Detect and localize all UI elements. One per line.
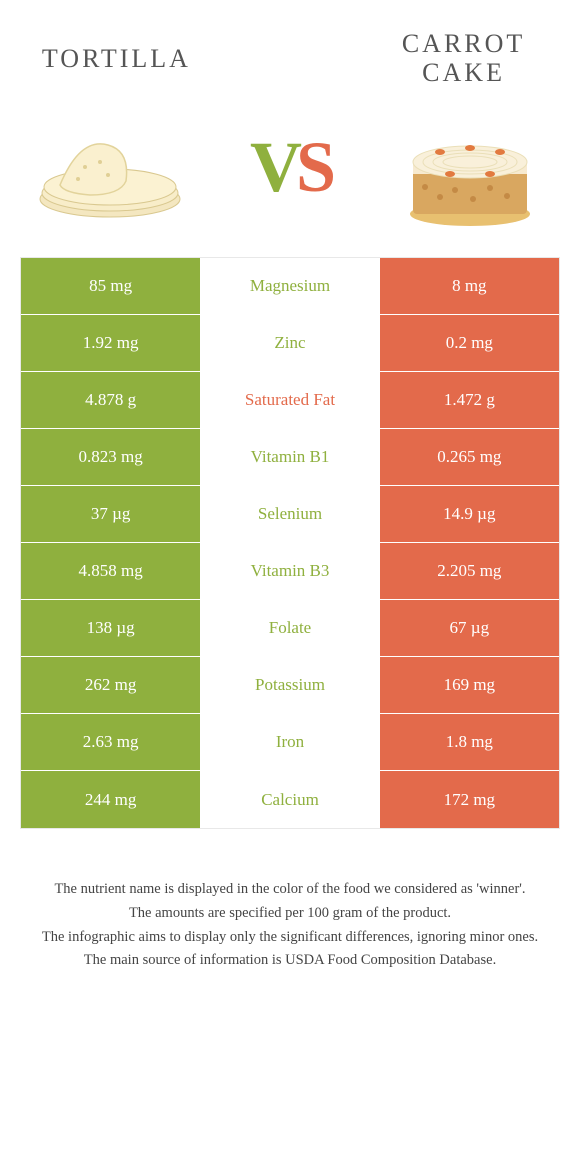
left-food-title: TORTILLA xyxy=(20,30,213,74)
left-value: 138 µg xyxy=(21,600,200,656)
footnote-line: The amounts are specified per 100 gram o… xyxy=(30,903,550,925)
nutrient-row: 85 mgMagnesium8 mg xyxy=(21,258,559,315)
nutrient-row: 0.823 mgVitamin B10.265 mg xyxy=(21,429,559,486)
right-value: 8 mg xyxy=(380,258,559,314)
nutrient-label: Vitamin B3 xyxy=(200,543,379,599)
nutrient-row: 2.63 mgIron1.8 mg xyxy=(21,714,559,771)
header-titles: TORTILLA CARROT CAKE xyxy=(0,0,580,97)
vs-label: VS xyxy=(250,126,330,209)
nutrient-label: Selenium xyxy=(200,486,379,542)
left-value: 2.63 mg xyxy=(21,714,200,770)
nutrient-label: Vitamin B1 xyxy=(200,429,379,485)
tortilla-image xyxy=(30,107,190,227)
left-value: 4.858 mg xyxy=(21,543,200,599)
nutrient-label: Potassium xyxy=(200,657,379,713)
nutrient-row: 138 µgFolate67 µg xyxy=(21,600,559,657)
footnote-line: The main source of information is USDA F… xyxy=(30,950,550,972)
nutrient-row: 262 mgPotassium169 mg xyxy=(21,657,559,714)
left-value: 1.92 mg xyxy=(21,315,200,371)
nutrient-row: 4.858 mgVitamin B32.205 mg xyxy=(21,543,559,600)
nutrient-label: Iron xyxy=(200,714,379,770)
footnote-line: The infographic aims to display only the… xyxy=(30,927,550,949)
nutrient-table: 85 mgMagnesium8 mg1.92 mgZinc0.2 mg4.878… xyxy=(20,257,560,829)
right-value: 0.265 mg xyxy=(380,429,559,485)
carrot-cake-image xyxy=(390,107,550,227)
nutrient-row: 244 mgCalcium172 mg xyxy=(21,771,559,828)
left-value: 262 mg xyxy=(21,657,200,713)
right-value: 172 mg xyxy=(380,771,559,828)
nutrient-row: 4.878 gSaturated Fat1.472 g xyxy=(21,372,559,429)
right-value: 169 mg xyxy=(380,657,559,713)
footnote-line: The nutrient name is displayed in the co… xyxy=(30,879,550,901)
nutrient-label: Calcium xyxy=(200,771,379,828)
right-value: 0.2 mg xyxy=(380,315,559,371)
vs-v: V xyxy=(250,126,296,209)
right-value: 2.205 mg xyxy=(380,543,559,599)
nutrient-row: 37 µgSelenium14.9 µg xyxy=(21,486,559,543)
right-value: 1.472 g xyxy=(380,372,559,428)
nutrient-label: Zinc xyxy=(200,315,379,371)
left-value: 85 mg xyxy=(21,258,200,314)
right-value: 67 µg xyxy=(380,600,559,656)
footnote: The nutrient name is displayed in the co… xyxy=(0,829,580,972)
nutrient-row: 1.92 mgZinc0.2 mg xyxy=(21,315,559,372)
nutrient-label: Saturated Fat xyxy=(200,372,379,428)
right-value: 14.9 µg xyxy=(380,486,559,542)
vs-s: S xyxy=(296,126,330,209)
left-value: 244 mg xyxy=(21,771,200,828)
left-value: 0.823 mg xyxy=(21,429,200,485)
nutrient-label: Magnesium xyxy=(200,258,379,314)
hero-row: VS xyxy=(0,97,580,257)
right-value: 1.8 mg xyxy=(380,714,559,770)
left-value: 4.878 g xyxy=(21,372,200,428)
right-food-title: CARROT CAKE xyxy=(367,30,560,87)
nutrient-label: Folate xyxy=(200,600,379,656)
left-value: 37 µg xyxy=(21,486,200,542)
